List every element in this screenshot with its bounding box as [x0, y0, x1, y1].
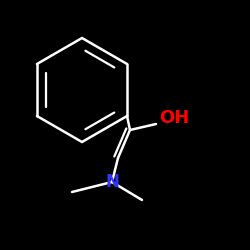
Text: N: N [105, 173, 119, 191]
Text: OH: OH [159, 109, 189, 127]
